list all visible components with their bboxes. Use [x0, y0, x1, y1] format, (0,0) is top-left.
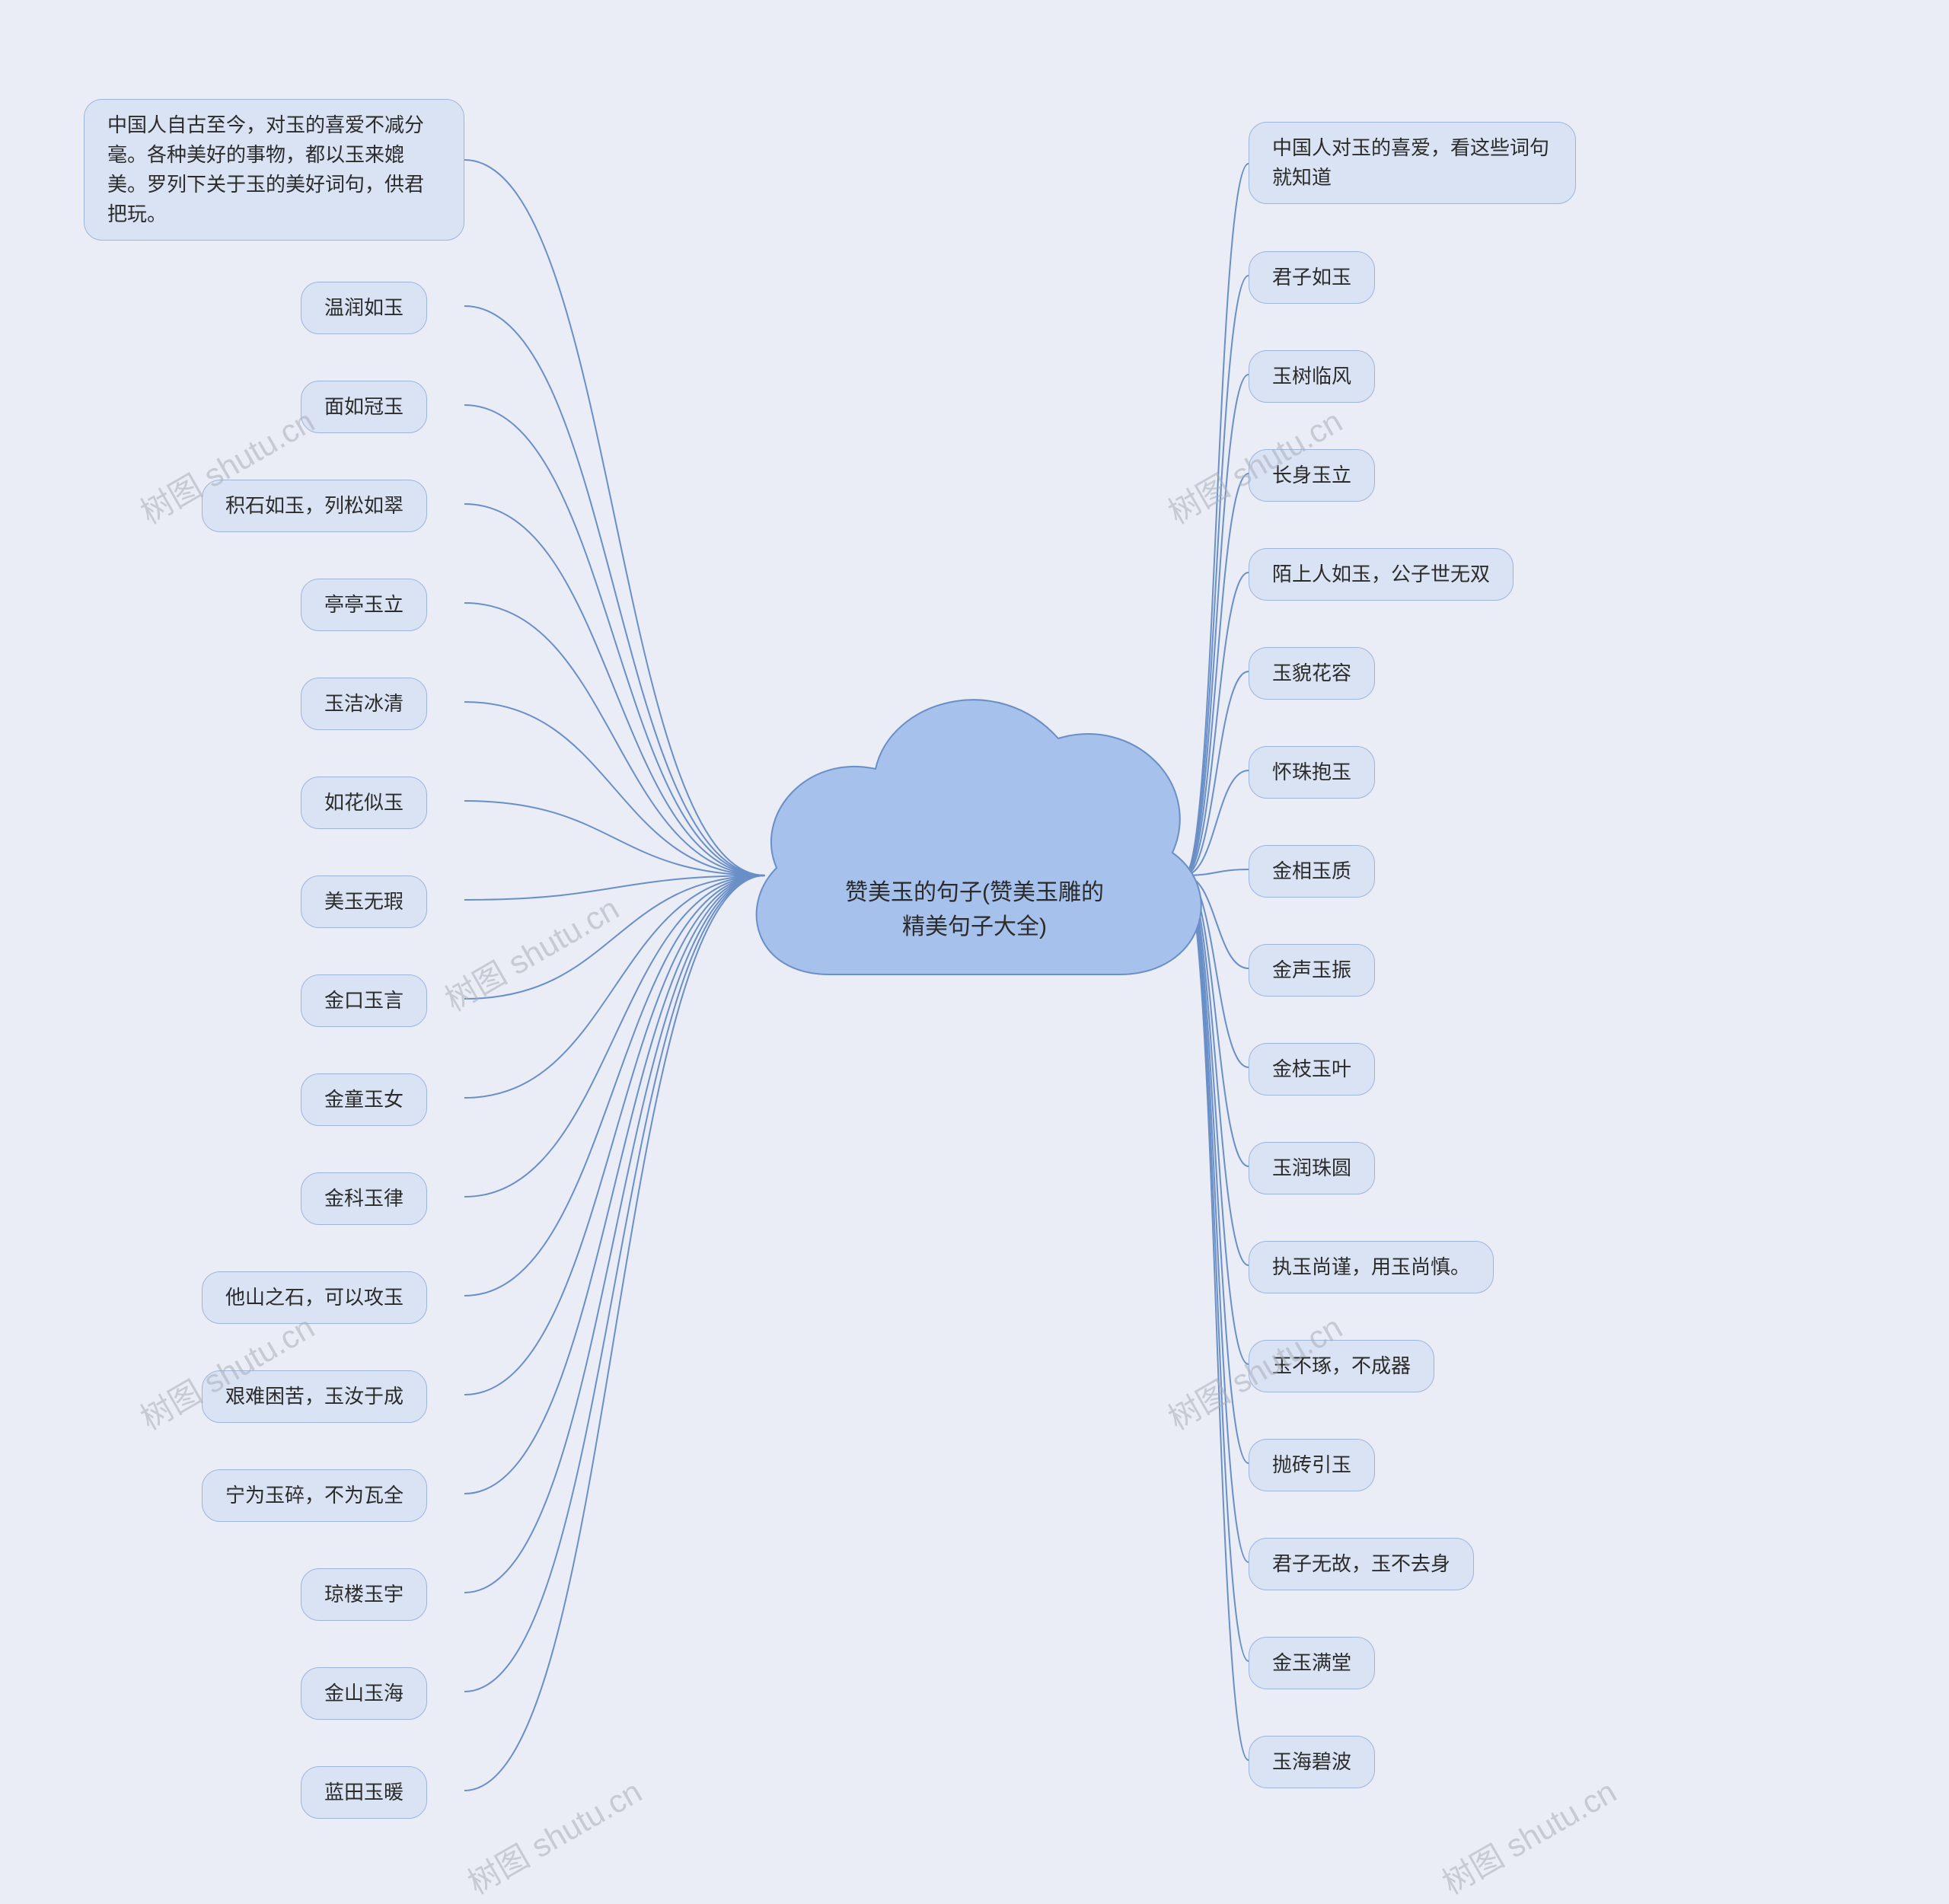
mindmap-node-r12: 玉不琢，不成器: [1249, 1340, 1434, 1392]
mindmap-node-l7: 美玉无瑕: [301, 875, 427, 928]
connector-l9: [464, 875, 765, 1098]
mindmap-node-r2: 玉树临风: [1249, 350, 1375, 403]
mindmap-node-l0: 中国人自古至今，对玉的喜爱不减分毫。各种美好的事物，都以玉来媲美。罗列下关于玉的…: [84, 99, 464, 241]
mindmap-node-r8: 金声玉振: [1249, 944, 1375, 997]
connector-l5: [464, 702, 765, 875]
mindmap-node-r15: 金玉满堂: [1249, 1637, 1375, 1689]
center-title: 赞美玉的句子(赞美玉雕的 精美句子大全): [738, 875, 1211, 944]
center-line1: 赞美玉的句子(赞美玉雕的: [845, 880, 1104, 905]
mindmap-node-r3: 长身玉立: [1249, 449, 1375, 502]
mindmap-node-r7: 金相玉质: [1249, 845, 1375, 898]
connector-l4: [464, 603, 765, 875]
mindmap-node-r5: 玉貌花容: [1249, 647, 1375, 700]
center-node: 赞美玉的句子(赞美玉雕的 精美句子大全): [738, 647, 1211, 1028]
mindmap-node-l13: 宁为玉碎，不为瓦全: [202, 1469, 427, 1522]
mindmap-node-r16: 玉海碧波: [1249, 1736, 1375, 1788]
mindmap-node-l6: 如花似玉: [301, 777, 427, 829]
mindmap-node-l15: 金山玉海: [301, 1667, 427, 1720]
connector-l2: [464, 405, 765, 875]
mindmap-node-r11: 执玉尚谨，用玉尚慎。: [1249, 1241, 1494, 1293]
center-line2: 精美句子大全): [902, 914, 1047, 939]
mindmap-node-r9: 金枝玉叶: [1249, 1043, 1375, 1096]
connector-l14: [464, 875, 765, 1593]
mindmap-node-r6: 怀珠抱玉: [1249, 746, 1375, 799]
connector-l16: [464, 875, 765, 1791]
mindmap-node-r14: 君子无故，玉不去身: [1249, 1538, 1474, 1590]
connector-l12: [464, 875, 765, 1395]
connector-l1: [464, 306, 765, 875]
mindmap-node-r13: 抛砖引玉: [1249, 1439, 1375, 1491]
mindmap-node-r0: 中国人对玉的喜爱，看这些词句就知道: [1249, 122, 1576, 204]
mindmap-node-l11: 他山之石，可以攻玉: [202, 1271, 427, 1324]
connector-l15: [464, 875, 765, 1692]
mindmap-node-l3: 积石如玉，列松如翠: [202, 480, 427, 532]
mindmap-node-r10: 玉润珠圆: [1249, 1142, 1375, 1194]
mindmap-node-r4: 陌上人如玉，公子世无双: [1249, 548, 1514, 601]
connector-l13: [464, 875, 765, 1494]
mindmap-node-l10: 金科玉律: [301, 1172, 427, 1225]
mindmap-node-l14: 琼楼玉宇: [301, 1568, 427, 1621]
mindmap-node-l8: 金口玉言: [301, 974, 427, 1027]
mindmap-node-r1: 君子如玉: [1249, 251, 1375, 304]
connector-l10: [464, 875, 765, 1197]
mindmap-node-l4: 亭亭玉立: [301, 579, 427, 631]
mindmap-node-l9: 金童玉女: [301, 1073, 427, 1126]
connector-l3: [464, 504, 765, 875]
mindmap-node-l1: 温润如玉: [301, 282, 427, 334]
connector-l6: [464, 801, 765, 875]
mindmap-node-l16: 蓝田玉暖: [301, 1766, 427, 1819]
mindmap-node-l5: 玉洁冰清: [301, 678, 427, 730]
mindmap-node-l2: 面如冠玉: [301, 381, 427, 433]
mindmap-node-l12: 艰难困苦，玉汝于成: [202, 1370, 427, 1423]
